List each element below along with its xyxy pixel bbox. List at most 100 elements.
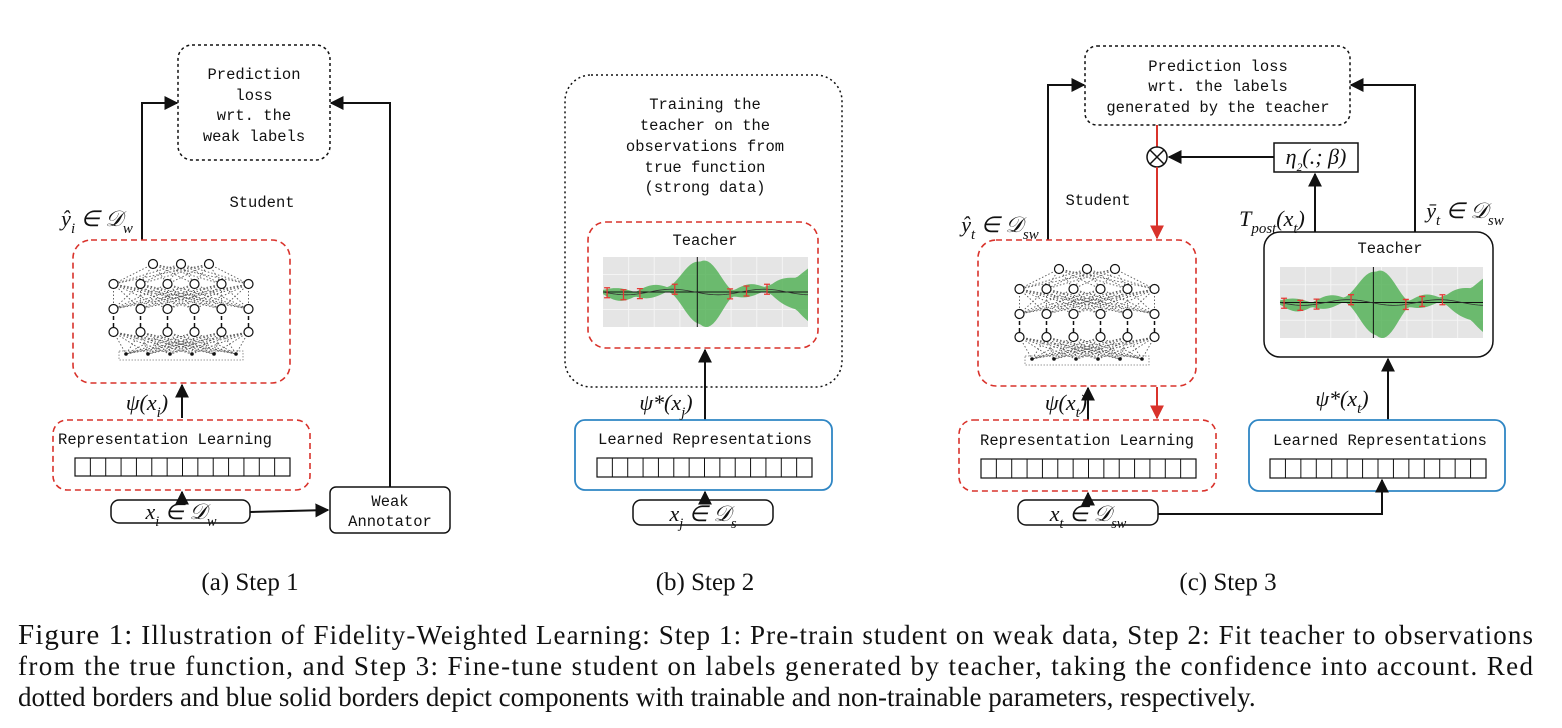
observation xyxy=(727,288,734,300)
network-edge xyxy=(125,331,195,355)
network-edge xyxy=(167,283,222,310)
network-node xyxy=(243,326,254,338)
network-edge xyxy=(167,283,249,310)
representation-box xyxy=(574,419,833,491)
math-text: ȳ xyxy=(1424,198,1437,223)
box-text: Representation Learning xyxy=(58,431,272,449)
network-edge xyxy=(194,331,237,355)
network-input-node xyxy=(1030,357,1034,361)
network-edge xyxy=(1046,268,1088,290)
box-text: weak labels xyxy=(203,128,305,146)
observation xyxy=(1297,299,1304,311)
math-text: ∈ 𝒟 xyxy=(1440,198,1492,223)
observation xyxy=(671,283,678,295)
math-subscript: t xyxy=(1436,213,1441,229)
network-node xyxy=(1053,263,1065,275)
observation xyxy=(764,283,770,295)
math-text: ∈ 𝒟 xyxy=(683,501,735,526)
network-edge xyxy=(1046,288,1155,315)
student-label: Student xyxy=(229,194,294,212)
teacher-label: Teacher xyxy=(672,232,737,250)
gp-mean xyxy=(1279,299,1484,306)
network-edge xyxy=(152,263,249,285)
math-subscript: t xyxy=(1357,401,1362,417)
observation xyxy=(1281,297,1288,309)
arrow xyxy=(1158,478,1389,515)
math-subscript: i xyxy=(71,221,75,237)
network-edge xyxy=(1058,268,1155,290)
math-label: η2(.; β) xyxy=(1286,144,1347,174)
network-edge xyxy=(152,263,195,285)
box-text: Weak xyxy=(371,493,408,511)
math-text: ∈ 𝒟 xyxy=(75,206,127,231)
student-box xyxy=(72,239,291,384)
network-edge xyxy=(1073,336,1121,360)
gp-mean xyxy=(602,288,809,296)
gp-plot xyxy=(602,257,809,328)
network-edge xyxy=(1114,268,1155,290)
subcaption: (b) Step 2 xyxy=(656,569,755,596)
network-edge xyxy=(1019,268,1060,290)
network-node xyxy=(1041,308,1052,320)
network-node xyxy=(1014,283,1025,295)
network-node xyxy=(162,326,173,338)
network-input-node xyxy=(1074,357,1078,361)
box-text: true function xyxy=(645,159,766,177)
observation xyxy=(636,287,643,300)
network-edge xyxy=(191,331,222,355)
network-edge xyxy=(125,331,222,355)
math-subscript: sw xyxy=(1023,227,1039,243)
caption-label: Figure 1: xyxy=(18,619,132,651)
math-text: ) xyxy=(159,390,168,415)
math-text: ŷ xyxy=(59,206,71,231)
math-subscript: t xyxy=(1059,516,1064,532)
network-node xyxy=(1095,308,1106,320)
network-edge xyxy=(1019,288,1047,315)
box-text: Representation Learning xyxy=(980,432,1194,450)
network-edge xyxy=(180,263,222,285)
gp-plot xyxy=(1279,267,1484,339)
network-edge xyxy=(1075,336,1155,360)
network-edge xyxy=(113,263,154,285)
network-edge xyxy=(1031,336,1101,360)
network-edge xyxy=(208,263,249,285)
network-node xyxy=(108,278,119,290)
network-node xyxy=(1068,283,1079,295)
math-subscript: sw xyxy=(1111,516,1127,532)
math-text: ψ*(x xyxy=(1315,386,1357,411)
network-edge xyxy=(113,283,222,310)
network-node xyxy=(108,326,119,338)
network-edge xyxy=(1046,288,1128,315)
network-input-node xyxy=(1052,357,1056,361)
network-edge xyxy=(221,283,249,310)
box-text: observations from xyxy=(626,138,784,156)
math-label: Tpost(xt) xyxy=(1239,206,1305,237)
network-edge xyxy=(1053,336,1101,360)
math-text: ∈ 𝒟 xyxy=(159,499,211,524)
math-text: ) xyxy=(1296,206,1305,231)
network-node xyxy=(108,303,119,315)
observation xyxy=(1419,295,1426,308)
network-node xyxy=(216,303,227,315)
box-text: Prediction xyxy=(207,66,300,84)
network-edge xyxy=(169,331,222,355)
network-node xyxy=(1149,283,1160,295)
network-edge xyxy=(125,331,168,355)
network-edge xyxy=(167,331,215,355)
network-edge xyxy=(140,283,249,310)
math-text: ∈ 𝒟 xyxy=(1063,501,1115,526)
network-node xyxy=(1109,263,1121,275)
network-edge xyxy=(1073,288,1155,315)
math-text: ) xyxy=(1078,390,1087,415)
network-node xyxy=(1081,263,1093,275)
arrow xyxy=(1349,78,1416,232)
box-text: wrt. the labels xyxy=(1148,78,1288,96)
panel-b: Training the teacher on the observations… xyxy=(564,74,843,596)
caption-line: from the true function, and Step 3: Fine… xyxy=(18,651,1534,681)
network-edge xyxy=(1073,288,1128,315)
network-edge xyxy=(1019,288,1128,315)
network-node xyxy=(189,278,200,290)
math-subscript: s xyxy=(731,516,737,532)
network-node xyxy=(1095,331,1106,343)
caption-line: dotted borders and blue solid borders de… xyxy=(18,682,1256,712)
